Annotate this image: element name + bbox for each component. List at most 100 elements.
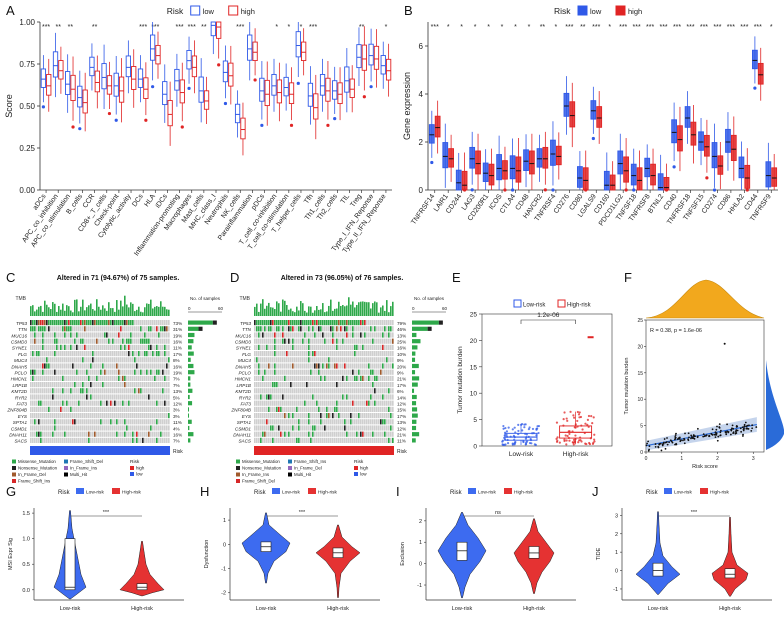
- jitter-point: [563, 439, 566, 443]
- mutation-cell: [132, 425, 134, 431]
- gene-percent: 12%: [397, 426, 406, 431]
- mutation-cell: [118, 419, 120, 425]
- jitter-point: [562, 424, 565, 427]
- legend-key: [236, 479, 240, 483]
- mutation-cell: [358, 320, 360, 326]
- mutation-cell: [110, 425, 112, 431]
- mutation-cell: [80, 382, 82, 388]
- mutation-cell: [280, 425, 282, 431]
- scatter-point: [684, 432, 686, 435]
- mutation-cell: [266, 394, 268, 400]
- mutation-cell: [258, 406, 260, 412]
- mutation-cell: [328, 406, 330, 412]
- jitter-point: [567, 430, 570, 433]
- mutation-cell: [262, 419, 264, 425]
- tmb-bar: [154, 306, 156, 316]
- box-high: [596, 106, 603, 128]
- tmb-bar: [168, 309, 170, 316]
- mutation-cell: [368, 425, 370, 431]
- mutation-cell: [140, 320, 142, 326]
- mutation-cell: [94, 425, 96, 431]
- mutation-cell: [370, 437, 372, 443]
- mutation-cell: [264, 400, 266, 406]
- mutation-cell: [330, 369, 332, 375]
- mutation-cell: [80, 369, 82, 375]
- outlier-high: [144, 118, 148, 122]
- mutation-cell: [86, 351, 88, 357]
- scatter-point: [674, 436, 677, 439]
- mutation-cell: [346, 351, 348, 357]
- mutation-cell: [330, 338, 332, 344]
- mutation-cell: [376, 413, 378, 419]
- signif-mark: *: [770, 24, 773, 31]
- mutation-cell: [332, 320, 334, 326]
- tmb-bar: [274, 309, 276, 316]
- signif-mark: **: [540, 24, 546, 31]
- scatter-point: [711, 428, 714, 431]
- mutation-cell: [382, 419, 384, 425]
- legend-risk-title: Risk: [130, 459, 140, 465]
- mutation-cell: [44, 351, 46, 357]
- mutation-cell: [146, 388, 148, 394]
- mutation-cell: [42, 413, 44, 419]
- mutation-cell: [308, 338, 310, 344]
- mutation-cell: [258, 437, 260, 443]
- mutation-cell: [392, 400, 394, 406]
- mutation-cell: [64, 344, 66, 350]
- mutation-cell: [60, 369, 62, 375]
- y-axis-label: MSI Expr Sig: [8, 538, 14, 570]
- mutation-cell: [382, 413, 384, 419]
- mutation-cell: [364, 375, 366, 381]
- mutation-cell: [272, 400, 274, 406]
- mutation-cell: [330, 437, 332, 443]
- mutation-cell: [270, 437, 272, 443]
- mutation-cell: [158, 388, 160, 394]
- mutation-cell: [78, 388, 80, 394]
- mutation-cell: [122, 375, 124, 381]
- mutation-cell: [266, 332, 268, 338]
- mutation-cell: [60, 406, 62, 412]
- jitter-point: [556, 439, 559, 442]
- mutation-cell: [388, 369, 390, 375]
- mutation-cell: [374, 375, 376, 381]
- mutation-cell: [64, 351, 66, 357]
- mutation-cell: [328, 344, 330, 350]
- mutation-cell: [82, 363, 84, 369]
- mutation-cell: [256, 431, 258, 437]
- mutation-cell: [120, 425, 122, 431]
- mutation-cell: [52, 419, 54, 425]
- mutation-cell: [278, 431, 280, 437]
- jitter-point: [513, 436, 516, 439]
- gene-percent: 3%: [173, 414, 180, 419]
- box-low: [271, 73, 277, 96]
- box-high: [252, 41, 258, 62]
- tmb-bar: [64, 310, 66, 316]
- mutation-cell: [316, 419, 318, 425]
- mutation-cell: [348, 338, 350, 344]
- mutation-cell: [42, 363, 44, 369]
- mutation-cell: [372, 394, 374, 400]
- mutation-cell: [80, 375, 82, 381]
- mutation-cell: [374, 363, 376, 369]
- mutation-cell: [62, 375, 64, 381]
- mutation-cell: [314, 406, 316, 412]
- y-tick-label: 0.75: [19, 60, 35, 69]
- mutation-cell: [106, 357, 108, 363]
- mutation-cell: [78, 437, 80, 443]
- mutation-cell: [334, 406, 336, 412]
- mutation-cell: [356, 320, 358, 326]
- box-high: [636, 167, 643, 191]
- mutation-cell: [358, 382, 360, 388]
- mutation-cell: [102, 338, 104, 344]
- mutation-cell: [52, 375, 54, 381]
- tmb-bar: [258, 311, 260, 316]
- mutation-cell: [96, 326, 98, 332]
- mutation-cell: [90, 394, 92, 400]
- mutation-cell: [294, 425, 296, 431]
- outlier-low: [632, 188, 636, 192]
- mutation-cell: [286, 320, 288, 326]
- mutation-cell: [300, 338, 302, 344]
- tmb-bar: [58, 306, 60, 316]
- mutation-cell: [164, 369, 166, 375]
- mutation-cell: [334, 357, 336, 363]
